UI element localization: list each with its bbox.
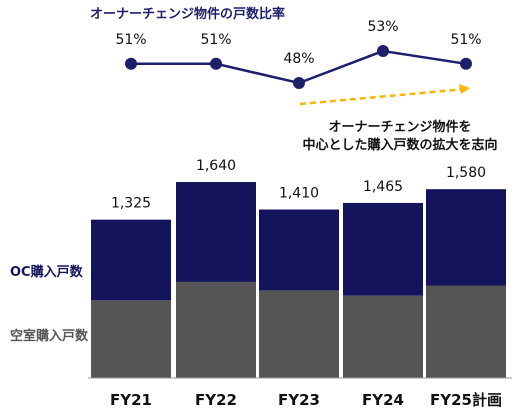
ratio-point-FY21 bbox=[125, 57, 137, 70]
stacked-bar-chart: 1,325 FY21 1,640 FY22 1,410 FY23 1,465 FY24 1,58… bbox=[91, 158, 506, 409]
bar-segment-vacant-FY23 bbox=[259, 290, 339, 378]
category-label-FY21: FY21 bbox=[110, 391, 152, 409]
ratio-point-FY22 bbox=[210, 57, 222, 70]
ratio-line-chart: 51% 51% 48% 53% 51% bbox=[115, 19, 482, 89]
bar-segment-vacant-FY21 bbox=[91, 300, 171, 378]
category-label-FY24: FY24 bbox=[362, 391, 404, 409]
bar-segment-oc-FY22 bbox=[176, 182, 256, 282]
trend-arrow bbox=[299, 87, 467, 106]
trend-annotation: オーナーチェンジ物件を 中心とした購入戸数の拡大を志向 bbox=[299, 84, 498, 153]
ratio-point-FY23 bbox=[293, 77, 305, 89]
ratio-point-FY24 bbox=[377, 45, 389, 57]
ratio-label-FY21: 51% bbox=[115, 32, 146, 48]
bar-total-FY22: 1,640 bbox=[196, 158, 236, 174]
bar-segment-oc-FY23 bbox=[259, 209, 339, 291]
bar-total-FY24: 1,465 bbox=[363, 179, 403, 195]
category-label-FY22: FY22 bbox=[195, 391, 237, 409]
ratio-point-FY25計画 bbox=[460, 57, 472, 70]
bar-segment-vacant-FY24 bbox=[343, 295, 423, 378]
bar-total-FY25計画: 1,580 bbox=[446, 165, 486, 181]
annotation-line-2: 中心とした購入戸数の拡大を志向 bbox=[302, 137, 497, 153]
line-chart-title: オーナーチェンジ物件の戸数比率 bbox=[90, 6, 285, 22]
bar-segment-vacant-FY22 bbox=[176, 281, 256, 378]
bar-segment-oc-FY24 bbox=[343, 202, 423, 296]
ratio-label-FY24: 53% bbox=[367, 19, 398, 35]
category-label-FY23: FY23 bbox=[278, 391, 320, 409]
category-label-FY25計画: FY25計画 bbox=[430, 391, 502, 409]
bar-total-FY21: 1,325 bbox=[111, 196, 151, 212]
bar-segment-oc-FY25計画 bbox=[426, 189, 506, 286]
legend-oc: OC購入戸数 bbox=[10, 264, 84, 280]
bar-segment-vacant-FY25計画 bbox=[426, 285, 506, 378]
annotation-line-1: オーナーチェンジ物件を bbox=[328, 119, 471, 135]
bar-segment-oc-FY21 bbox=[91, 219, 171, 301]
ratio-label-FY22: 51% bbox=[200, 32, 231, 48]
ratio-label-FY23: 48% bbox=[283, 51, 314, 67]
ratio-label-FY25計画: 51% bbox=[450, 32, 481, 48]
bar-total-FY23: 1,410 bbox=[279, 186, 319, 202]
legend-vacant: 空室購入戸数 bbox=[10, 328, 89, 344]
trend-arrow-head bbox=[459, 84, 470, 94]
